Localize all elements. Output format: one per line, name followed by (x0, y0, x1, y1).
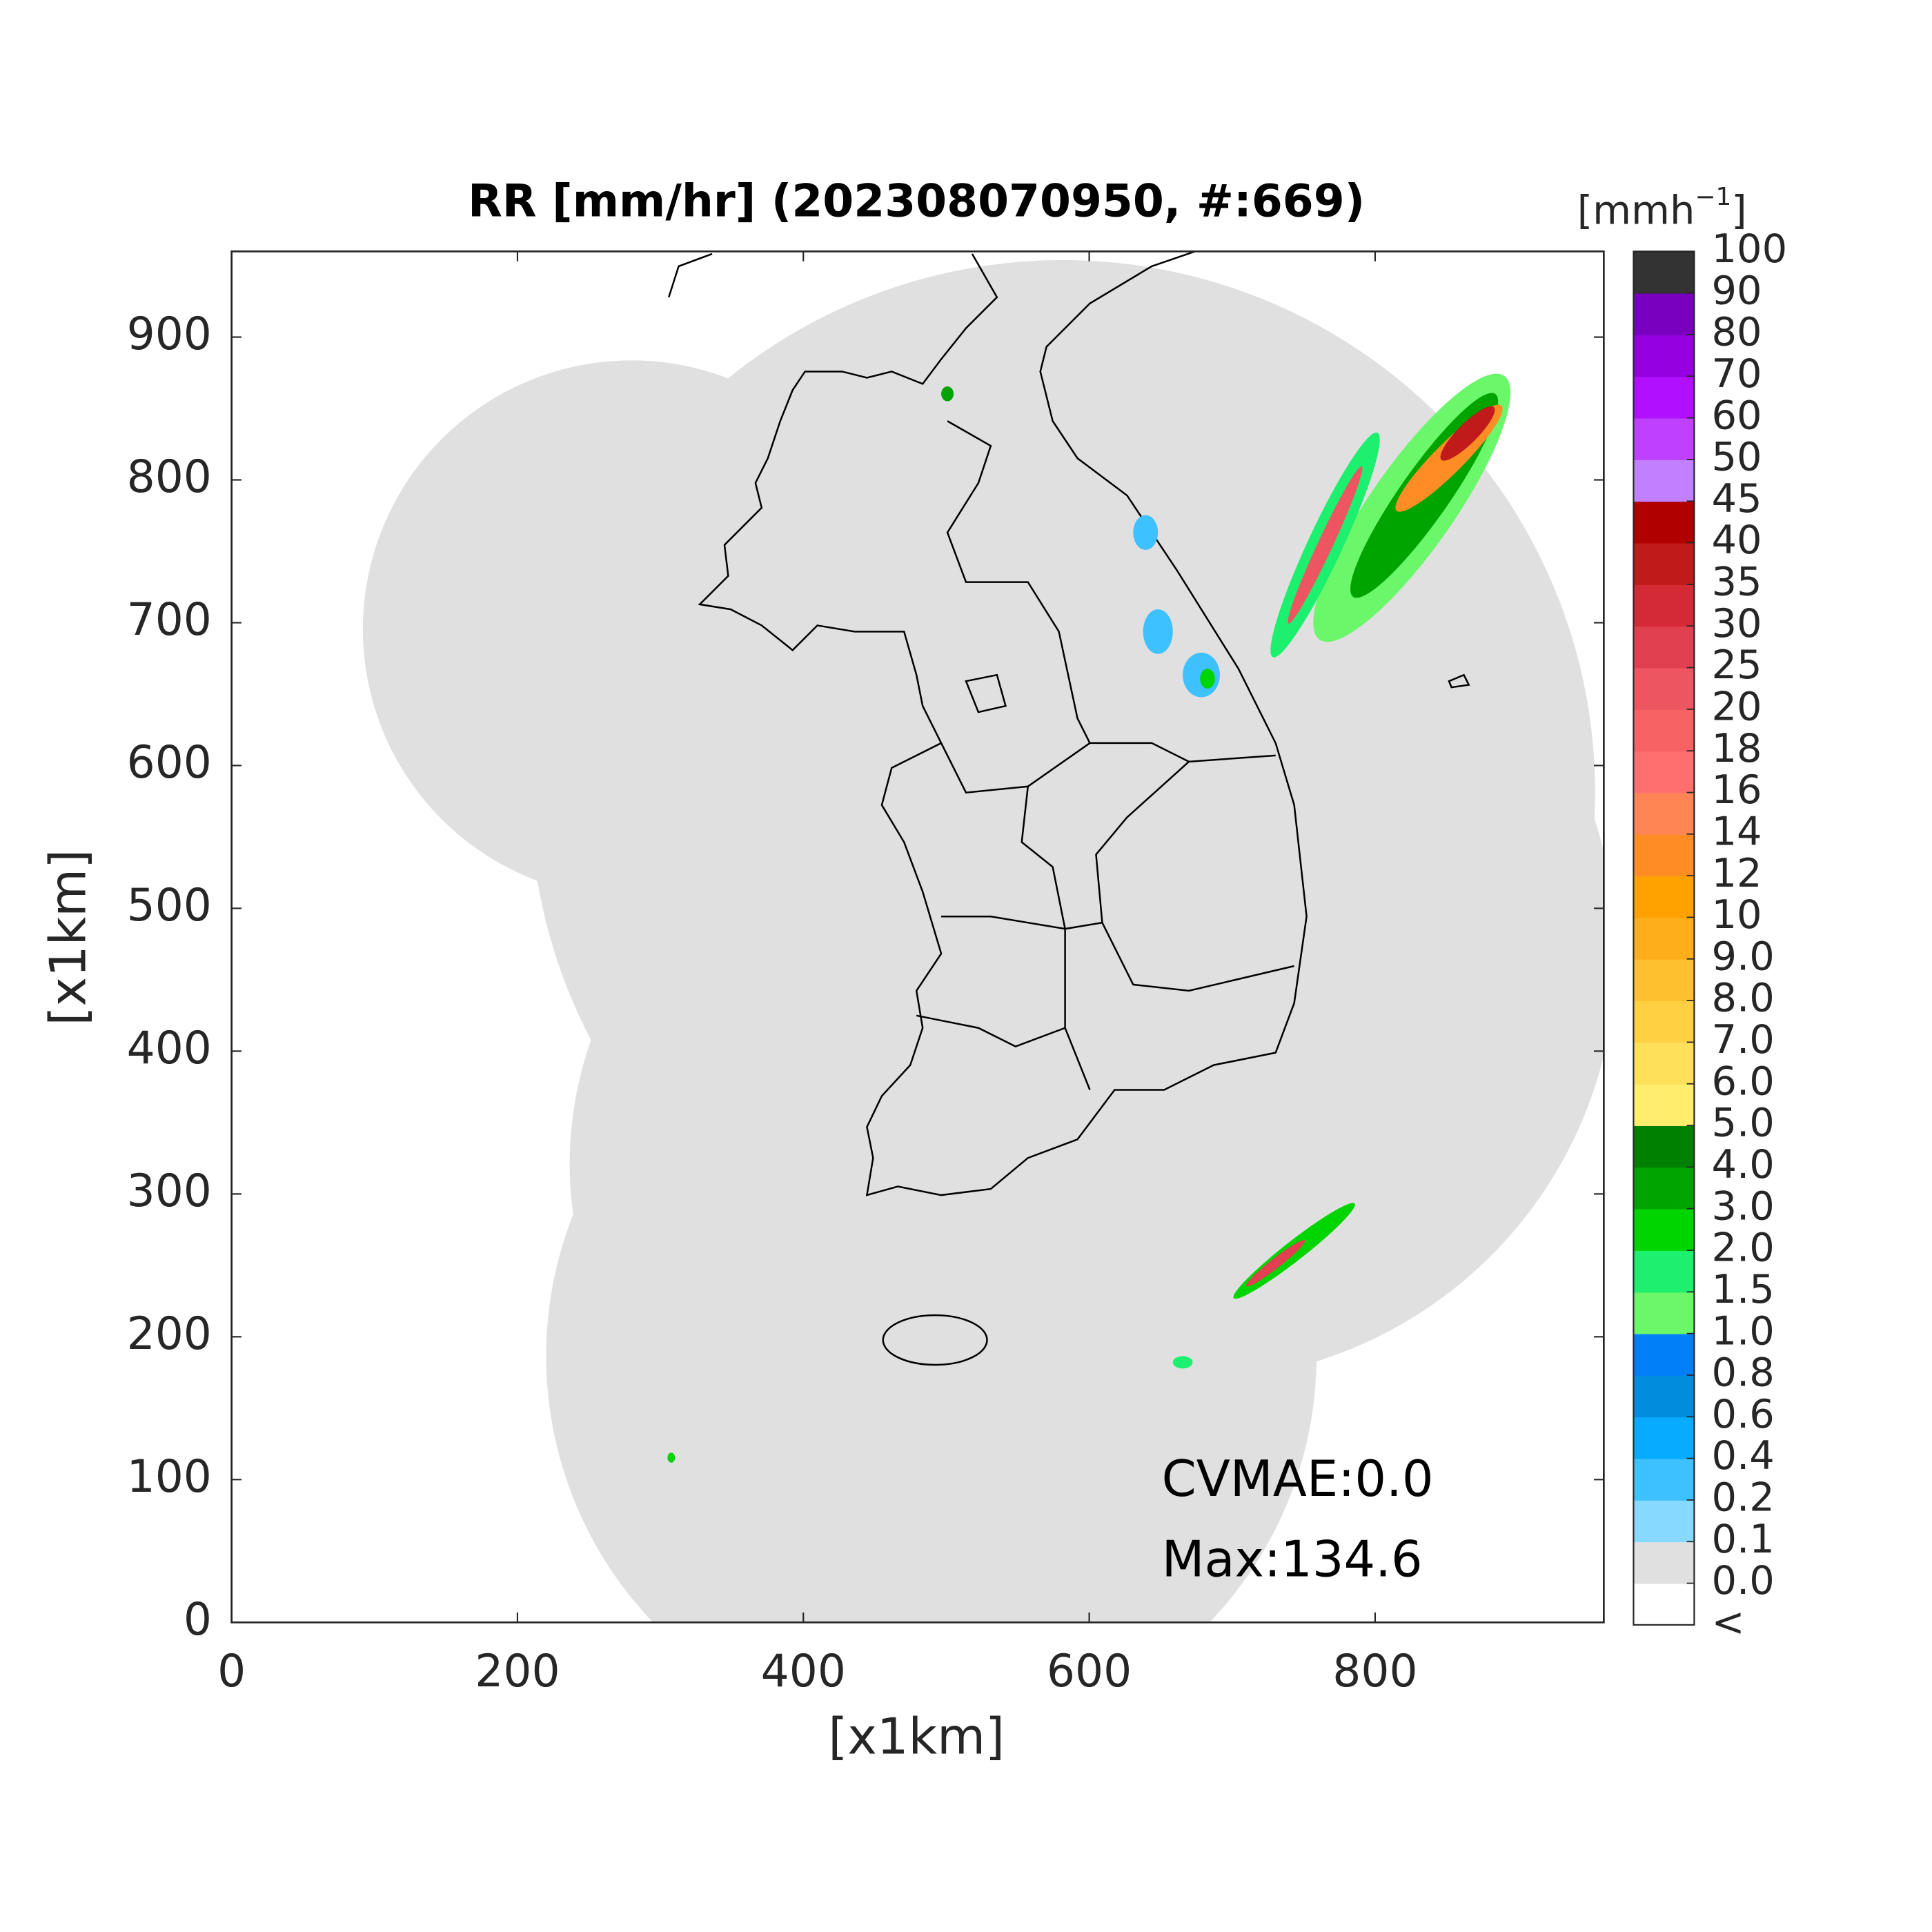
colorbar-tick-label: 4.0 (1712, 1141, 1775, 1187)
colorbar-tick-label: 0.2 (1712, 1475, 1775, 1521)
colorbar-segment (1633, 751, 1695, 793)
x-tick-label: 400 (761, 1646, 846, 1697)
colorbar-tick-label: 1.5 (1712, 1266, 1775, 1312)
precipitation (667, 373, 1511, 1463)
colorbar-tick-label: 20 (1712, 683, 1762, 729)
annotation: Max:134.6 (1162, 1530, 1423, 1588)
colorbar-tick-label: < (1712, 1599, 1745, 1645)
colorbar-tick-label: 16 (1712, 767, 1762, 813)
colorbar-segment (1633, 1374, 1695, 1418)
colorbar-segment (1633, 1292, 1695, 1334)
colorbar-segment (1633, 1000, 1695, 1043)
colorbar-tick-label: 0.0 (1712, 1557, 1775, 1604)
plot-frame (230, 250, 1605, 1624)
colorbar-tick-label: 40 (1712, 517, 1762, 563)
colorbar-tick-label: 100 (1712, 226, 1788, 272)
colorbar-tick-label: 80 (1712, 309, 1762, 355)
colorbar-segment (1633, 1250, 1695, 1293)
colorbar-segment (1633, 1458, 1695, 1501)
colorbar-segment (1633, 584, 1695, 627)
colorbar-tick-label: 7.0 (1712, 1016, 1775, 1063)
colorbar-tick-label: 2.0 (1712, 1225, 1775, 1271)
colorbar-tick-label: 25 (1712, 642, 1762, 688)
colorbar-segment (1633, 1208, 1695, 1251)
colorbar-segment (1633, 459, 1695, 502)
colorbar-tick-label: 3.0 (1712, 1183, 1775, 1229)
chart-title: RR [mm/hr] (202308070950, #:669) (468, 176, 1365, 228)
colorbar-tick-label: 10 (1712, 891, 1762, 938)
colorbar-unit: [mmh−1] (1577, 183, 1747, 233)
colorbar-tick-label: 18 (1712, 725, 1762, 771)
colorbar-tick-label: 14 (1712, 808, 1762, 854)
colorbar-tick-label: 0.4 (1712, 1432, 1775, 1479)
colorbar-tick-label: 1.0 (1712, 1308, 1775, 1354)
colorbar-segment (1633, 1167, 1695, 1210)
radar-map (362, 251, 1604, 1623)
colorbar-segment (1633, 667, 1695, 710)
colorbar-segment (1633, 334, 1695, 377)
y-tick-label: 900 (127, 308, 212, 360)
colorbar-tick-label: 45 (1712, 475, 1762, 522)
colorbar-segment (1633, 709, 1695, 752)
colorbar-tick-label: 0.6 (1712, 1391, 1775, 1437)
colorbar-segment (1633, 293, 1695, 335)
y-tick-label: 0 (184, 1594, 212, 1646)
y-axis-label: [x1km] (39, 849, 97, 1026)
y-tick-label: 600 (127, 737, 212, 789)
colorbar-segment (1633, 501, 1695, 544)
colorbar-tick-label: 8.0 (1712, 975, 1775, 1021)
colorbar-tick-label: 12 (1712, 850, 1762, 896)
colorbar-tick-label: 30 (1712, 600, 1762, 647)
y-tick-label: 500 (127, 880, 212, 931)
colorbar-tick-label: 0.1 (1712, 1516, 1775, 1562)
x-tick-label: 200 (475, 1646, 560, 1697)
y-tick-label: 800 (127, 451, 212, 503)
x-tick-label: 0 (217, 1646, 246, 1697)
colorbar-segment (1633, 542, 1695, 585)
colorbar-tick-label: 90 (1712, 267, 1762, 313)
annotation: CVMAE:0.0 (1162, 1450, 1434, 1508)
colorbar-segment (1633, 251, 1695, 294)
colorbar-segment (1633, 1125, 1695, 1168)
x-tick-label: 800 (1332, 1646, 1417, 1697)
colorbar-segment (1633, 834, 1695, 877)
colorbar-segment (1633, 1083, 1695, 1126)
x-axis-label: [x1km] (828, 1707, 1005, 1765)
colorbar-tick-label: 5.0 (1712, 1100, 1775, 1146)
colorbar-tick-label: 60 (1712, 392, 1762, 438)
coastline (668, 251, 1470, 1366)
colorbar-tick-label: 9.0 (1712, 933, 1775, 979)
colorbar-segment (1633, 1042, 1695, 1085)
colorbar-segment (1633, 917, 1695, 960)
colorbar-frame (1633, 250, 1695, 1626)
colorbar-tick-label: 6.0 (1712, 1058, 1775, 1104)
colorbar-segment (1633, 417, 1695, 460)
y-tick-label: 700 (127, 594, 212, 646)
x-tick-label: 600 (1047, 1646, 1132, 1697)
y-tick-label: 200 (127, 1308, 212, 1360)
colorbar-segment (1633, 1333, 1695, 1376)
colorbar-segment (1633, 1499, 1695, 1543)
colorbar-tick-label: 50 (1712, 434, 1762, 480)
colorbar-segment (1633, 958, 1695, 1001)
colorbar-tick-label: 35 (1712, 559, 1762, 605)
colorbar-segment (1633, 626, 1695, 669)
y-tick-label: 400 (127, 1023, 212, 1074)
colorbar-segment (1633, 376, 1695, 419)
colorbar-segment (1633, 1417, 1695, 1459)
y-tick-label: 100 (127, 1451, 212, 1503)
colorbar-segment (1633, 1583, 1695, 1626)
colorbar-tick-label: 0.8 (1712, 1350, 1775, 1396)
colorbar-tick-label: 70 (1712, 351, 1762, 397)
y-tick-label: 300 (127, 1165, 212, 1217)
colorbar-segment (1633, 792, 1695, 835)
colorbar-segment (1633, 1541, 1695, 1584)
colorbar-segment (1633, 876, 1695, 918)
